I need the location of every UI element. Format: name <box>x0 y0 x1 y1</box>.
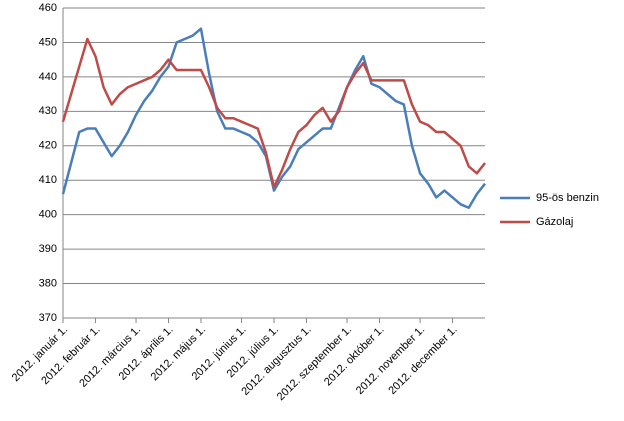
y-tick-label: 390 <box>39 243 57 255</box>
x-tick-label: 2012. január 1. <box>10 324 70 384</box>
y-tick-label: 420 <box>39 140 57 152</box>
legend-label: Gázolaj <box>536 216 573 228</box>
y-tick-label: 400 <box>39 209 57 221</box>
series-line <box>61 27 486 210</box>
series-line <box>61 37 486 189</box>
y-tick-label: 450 <box>39 36 57 48</box>
y-tick-label: 370 <box>39 312 57 324</box>
legend-label: 95-ös benzin <box>536 192 599 204</box>
y-tick-label: 430 <box>39 105 57 117</box>
y-tick-label: 380 <box>39 277 57 289</box>
y-tick-label: 440 <box>39 71 57 83</box>
y-tick-label: 410 <box>39 174 57 186</box>
y-tick-label: 460 <box>39 2 57 14</box>
